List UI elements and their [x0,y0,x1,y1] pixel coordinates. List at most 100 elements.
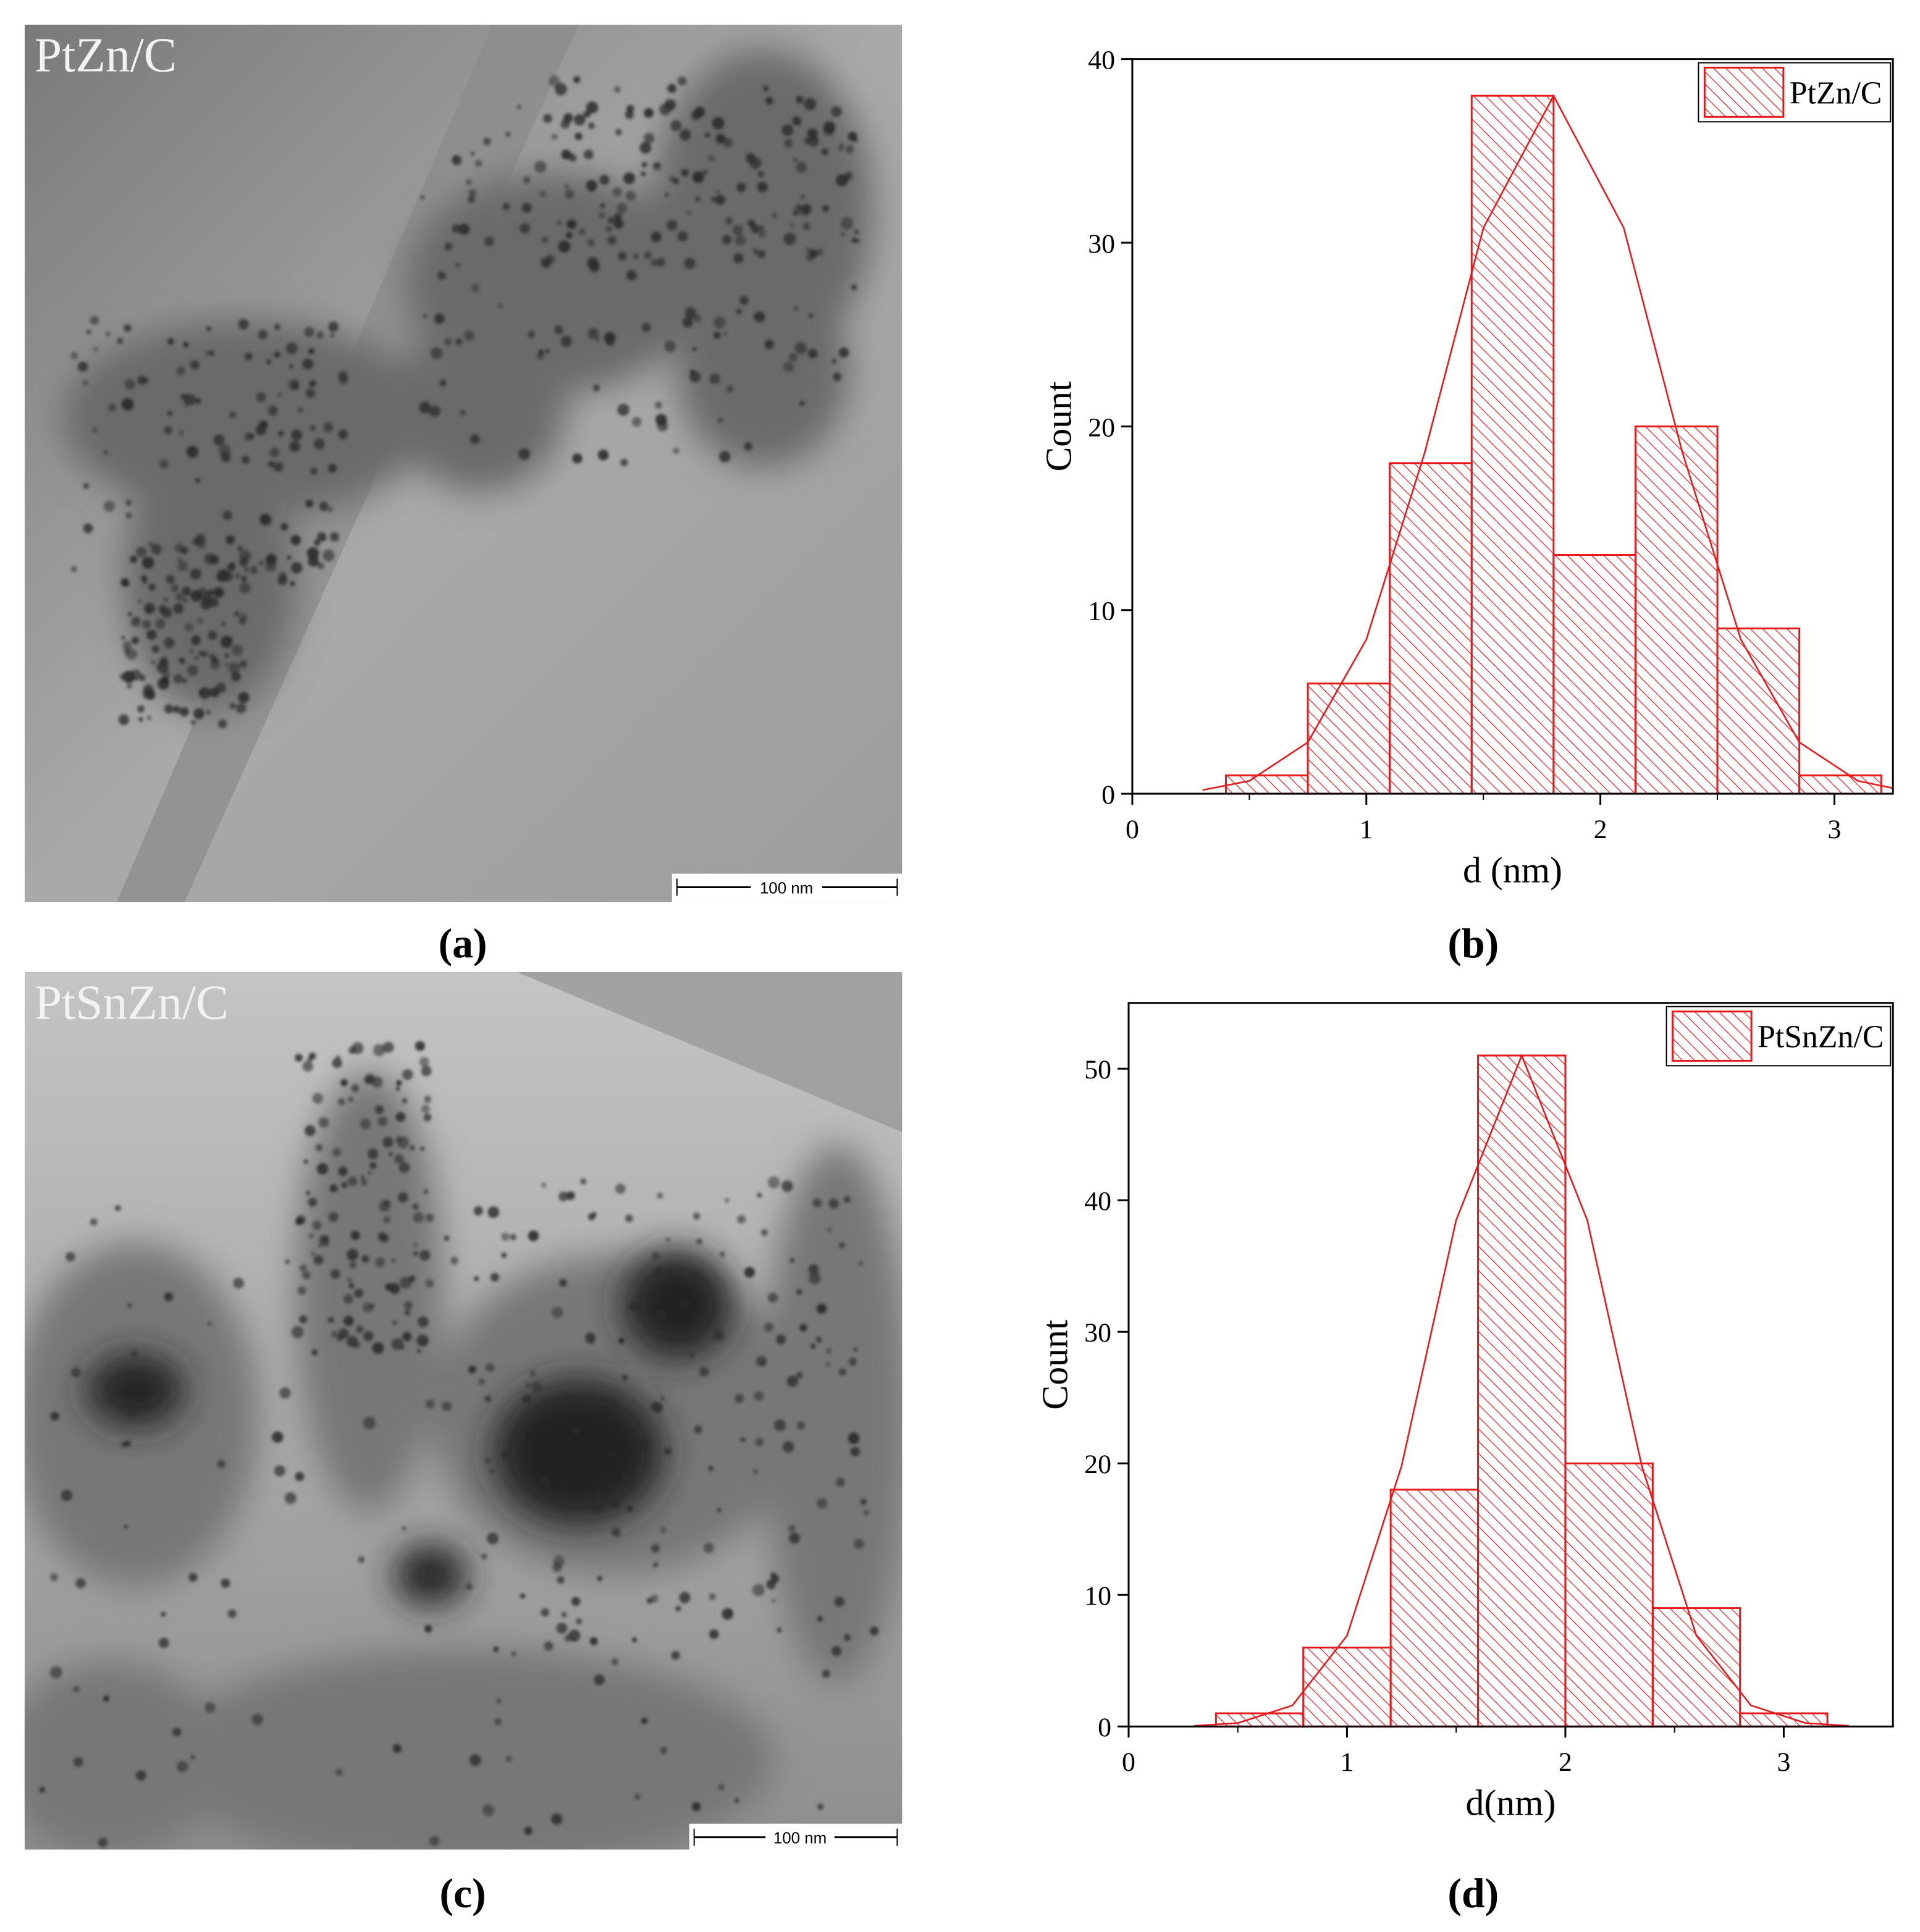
particle [765,96,773,105]
particle [309,424,316,431]
particle [654,401,662,410]
particle [766,1579,776,1589]
particle [735,235,746,246]
y-tick-label: 50 [1084,1055,1111,1085]
particle [474,159,482,167]
particle [713,331,721,339]
particle [611,1658,618,1666]
particle [757,171,764,178]
particle [565,184,570,189]
particle [75,1578,86,1589]
particle [524,1826,533,1835]
bar [1716,627,1801,795]
particle [776,1334,786,1345]
particle [587,328,599,340]
particle [183,403,188,407]
particle [613,219,624,229]
particle [473,1206,483,1216]
particle [421,1065,432,1077]
particle [521,203,532,213]
particle [767,1176,780,1189]
particle [644,133,655,144]
particle [485,1458,491,1464]
particle [306,547,319,560]
particle [821,148,828,156]
particle [124,324,132,332]
particle [305,1190,311,1196]
particle [328,1212,339,1222]
particle [368,1148,379,1159]
particle [596,337,600,342]
particle [641,171,646,177]
particle [413,1212,424,1223]
particle [315,1144,323,1151]
particle [715,133,726,144]
particle [73,1686,80,1692]
particle [841,217,854,230]
particle [796,1372,802,1379]
legend: PtZn/C [1698,62,1892,123]
particle [668,175,675,182]
particle [549,75,560,87]
particle [572,453,583,464]
particle [214,691,219,695]
particle [277,575,288,586]
particle [670,120,682,132]
particle [391,1258,396,1262]
particle [487,1532,499,1545]
particle [244,568,248,572]
particle [350,1230,360,1240]
particle [788,1525,796,1532]
panel-label: (a) [439,920,487,967]
particle [442,1401,452,1411]
particle [238,319,249,330]
particle [258,329,268,340]
particle [641,1718,648,1724]
image-label: PtZn/C [35,28,177,83]
particle [641,161,647,168]
particle [812,1198,822,1208]
particle [419,1146,425,1151]
legend-label: PtSnZn/C [1758,1019,1884,1054]
particle [596,1490,606,1500]
particle [496,1699,502,1703]
particle [217,719,227,729]
particle [124,379,135,390]
particle [551,1813,563,1825]
particle [634,1794,641,1800]
particle [106,332,110,336]
particle [694,172,701,179]
particle [161,1611,166,1617]
particle [125,512,132,519]
particle [233,1277,244,1289]
particle [671,1651,680,1660]
particle [288,379,300,391]
particle [77,361,88,372]
particle [626,104,634,113]
particle [164,1292,174,1301]
particle [531,1382,542,1392]
scale-bar-label: 100 nm [773,1830,827,1847]
particle [680,129,691,141]
particle [300,1264,307,1272]
particle [675,1605,681,1611]
particle [164,597,168,602]
particle [562,1612,567,1618]
particle [50,1411,59,1421]
particle [114,1205,121,1211]
particle [571,1597,581,1606]
axes-frame [1127,1002,1894,1728]
particle [417,1316,429,1327]
particle [172,705,180,713]
particle [493,1646,499,1652]
particle [845,145,854,154]
particle [245,432,253,441]
particle [130,669,141,681]
particle [843,1634,851,1641]
particle [61,1489,73,1502]
particle [355,1325,364,1334]
particle [148,583,156,591]
particle [195,477,200,483]
particle [190,568,201,580]
particle [511,1651,516,1657]
